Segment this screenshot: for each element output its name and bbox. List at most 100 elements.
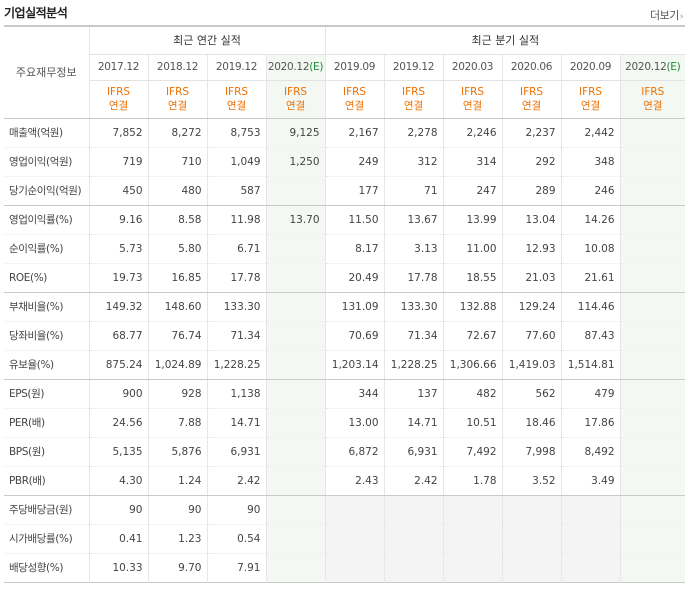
period-label: 2017.12 [97, 61, 140, 73]
standard-ifrs: IFRS [401, 86, 426, 98]
cell-value: 16.85 [148, 263, 208, 293]
cell-value: 71.34 [207, 321, 267, 351]
cell-value: 719 [89, 147, 149, 177]
cell-value: 1,514.81 [561, 350, 621, 380]
cell-value [620, 437, 686, 467]
table-row: 순이익률(%) 5.73 5.80 6.71 8.17 3.13 11.00 12.93 10.… [4, 234, 686, 264]
period-label: 2020.03 [451, 61, 494, 73]
cell-value: 0.41 [89, 524, 149, 554]
cell-value: 482 [443, 379, 503, 409]
cell-value: 9.70 [148, 553, 208, 582]
period-label: 2019.09 [333, 61, 376, 73]
cell-value [502, 495, 562, 525]
standard-ifrs: IFRS [460, 86, 485, 98]
cell-value: 2.42 [384, 466, 444, 496]
table-row: 부채비율(%) 149.32 148.60 133.30 131.09 133.30 132… [4, 292, 686, 322]
table-row: 당좌비율(%) 68.77 76.74 71.34 70.69 71.34 72.67 77.… [4, 321, 686, 351]
accounting-standard: IFRS 연결 [148, 80, 208, 119]
cell-value: 450 [89, 176, 149, 206]
cell-value [620, 292, 686, 322]
cell-value: 5.73 [89, 234, 149, 264]
more-link[interactable]: 더보기› [650, 7, 684, 23]
cell-value [384, 524, 444, 554]
standard-consolidated: 연결 [462, 100, 483, 112]
row-label: 영업이익(억원) [4, 147, 90, 177]
cell-value: 314 [443, 147, 503, 177]
estimate-marker: (E) [309, 61, 324, 73]
cell-value: 344 [324, 379, 385, 409]
table-row: 매출액(억원) 7,852 8,272 8,753 9,125 2,167 2,278 2,2… [4, 118, 686, 148]
row-label: 당좌비율(%) [4, 321, 90, 351]
row-label: PBR(배) [4, 466, 90, 496]
cell-value: 3.52 [502, 466, 562, 496]
cell-value: 7,998 [502, 437, 562, 467]
cell-value [266, 350, 326, 380]
period-label: 2020.12 [625, 61, 667, 73]
standard-ifrs: IFRS [519, 86, 544, 98]
cell-value: 3.13 [384, 234, 444, 264]
period-header: 2020.09 [561, 54, 621, 81]
table-row: PER(배) 24.56 7.88 14.71 13.00 14.71 10.51 18.46… [4, 408, 686, 438]
cell-value: 3.49 [561, 466, 621, 496]
cell-value: 21.03 [502, 263, 562, 293]
table-row: 영업이익(억원) 719 710 1,049 1,250 249 312 314 292 348 [4, 147, 686, 177]
cell-value: 13.67 [384, 205, 444, 235]
more-label: 더보기 [650, 9, 679, 22]
standard-consolidated: 연결 [643, 100, 663, 112]
cell-value [620, 524, 686, 554]
table-row: 유보율(%) 875.24 1,024.89 1,228.25 1,203.14 1,22… [4, 350, 686, 380]
cell-value: 132.88 [443, 292, 503, 322]
cell-value: 70.69 [324, 321, 385, 351]
cell-value: 875.24 [89, 350, 149, 380]
cell-value: 6,931 [384, 437, 444, 467]
cell-value: 479 [561, 379, 621, 409]
cell-value: 7.88 [148, 408, 208, 438]
cell-value [620, 553, 686, 582]
cell-value [620, 205, 686, 235]
cell-value: 5,876 [148, 437, 208, 467]
cell-value: 6,931 [207, 437, 267, 467]
cell-value [620, 408, 686, 438]
table-row: 시가배당률(%) 0.41 1.23 0.54 [4, 524, 686, 554]
cell-value: 562 [502, 379, 562, 409]
cell-value: 2,278 [384, 118, 444, 148]
cell-value [561, 553, 621, 582]
standard-ifrs: IFRS [224, 86, 249, 98]
cell-value [266, 379, 326, 409]
cell-value: 8,492 [561, 437, 621, 467]
cell-value: 114.46 [561, 292, 621, 322]
cell-value: 246 [561, 176, 621, 206]
period-label: 2019.12 [215, 61, 258, 73]
cell-value: 137 [384, 379, 444, 409]
cell-value: 6.71 [207, 234, 267, 264]
chevron-right-icon: › [679, 12, 684, 22]
table-row: 당기순이익(억원) 450 480 587 177 71 247 289 246 [4, 176, 686, 206]
period-header: 2017.12 [89, 54, 149, 81]
cell-value: 348 [561, 147, 621, 177]
cell-value: 2.43 [324, 466, 385, 496]
cell-value: 87.43 [561, 321, 621, 351]
cell-value: 129.24 [502, 292, 562, 322]
cell-value [324, 495, 385, 525]
row-header-label: 주요재무정보 [4, 26, 90, 119]
cell-value [266, 437, 326, 467]
cell-value: 8.58 [148, 205, 208, 235]
cell-value: 71 [384, 176, 444, 206]
standard-consolidated: 연결 [226, 100, 247, 112]
cell-value: 292 [502, 147, 562, 177]
period-header: 2020.03 [443, 54, 503, 81]
cell-value: 133.30 [207, 292, 267, 322]
cell-value: 587 [207, 176, 267, 206]
cell-value [620, 147, 686, 177]
period-header: 2018.12 [148, 54, 208, 81]
row-label: 배당성향(%) [4, 553, 90, 582]
cell-value: 17.78 [207, 263, 267, 293]
cell-value [266, 495, 326, 525]
cell-value [266, 292, 326, 322]
standard-ifrs: IFRS [106, 86, 131, 98]
cell-value [324, 553, 385, 582]
row-label: ROE(%) [4, 263, 90, 293]
cell-value: 1,024.89 [148, 350, 208, 380]
cell-value: 19.73 [89, 263, 149, 293]
table-row: 배당성향(%) 10.33 9.70 7.91 [4, 553, 686, 582]
